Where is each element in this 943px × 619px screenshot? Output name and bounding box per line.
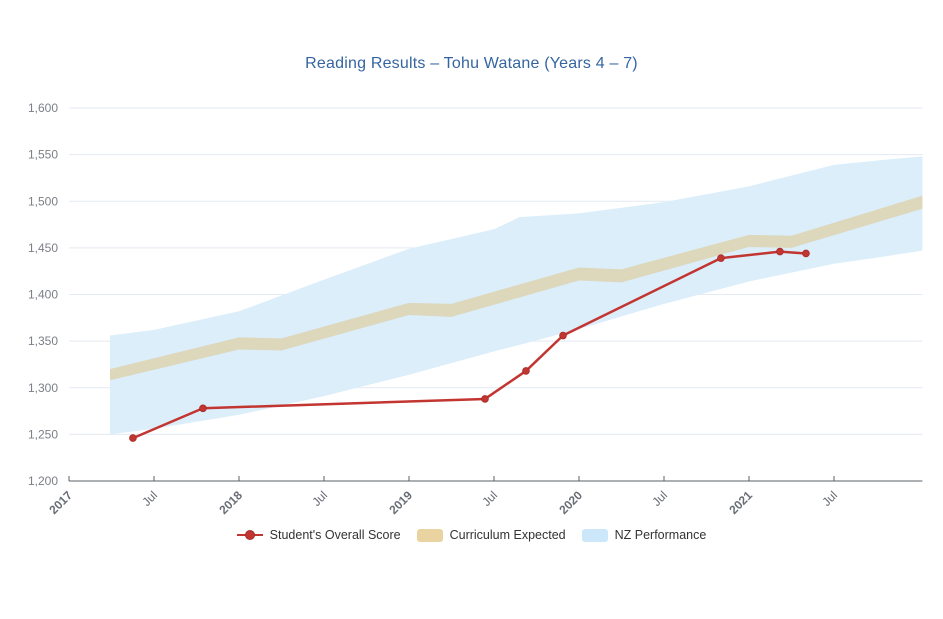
legend-item-nz-performance[interactable]: NZ Performance: [581, 528, 707, 542]
x-axis-tick-label: 2020: [556, 488, 585, 517]
y-axis-tick-label: 1,250: [28, 427, 58, 441]
data-point-3[interactable]: [481, 395, 489, 403]
legend-label: Student's Overall Score: [269, 528, 401, 542]
y-axis-tick-label: 1,350: [28, 334, 58, 348]
x-axis-tick-label: Jul: [819, 488, 840, 509]
student-overall-score-line-dot-marker: [236, 530, 263, 540]
reading-results-chart[interactable]: 1,200 1,250 1,300 1,350 1,400 1,450 1,500 1,550…: [0, 0, 943, 560]
chart-legend: Student's Overall Score Curriculum Expect…: [0, 528, 943, 542]
x-axis-tick-label: 2018: [216, 488, 245, 517]
legend-item-curriculum-expected[interactable]: Curriculum Expected: [416, 528, 566, 542]
data-point-4[interactable]: [522, 367, 530, 375]
y-axis-tick-label: 1,300: [28, 381, 58, 395]
legend-label: Curriculum Expected: [449, 528, 566, 542]
legend-item-student-overall-score[interactable]: Student's Overall Score: [236, 528, 401, 542]
data-point-6[interactable]: [717, 254, 725, 262]
nz-performance-swatch: [581, 528, 608, 542]
legend-label: NZ Performance: [614, 528, 707, 542]
data-point-1[interactable]: [129, 434, 137, 442]
y-axis-tick-label: 1,200: [28, 474, 58, 488]
x-axis-tick-label: Jul: [649, 488, 670, 509]
x-axis-tick-label: Jul: [479, 488, 500, 509]
x-axis-tick-label: Jul: [309, 488, 330, 509]
curriculum-expected-band: [109, 195, 923, 381]
page-title: Reading Results – Tohu Watane (Years 4 –…: [305, 55, 638, 72]
x-axis-tick-label: 2021: [726, 488, 755, 517]
y-axis-tick-label: 1,450: [28, 241, 58, 255]
data-point-8[interactable]: [802, 249, 810, 258]
x-axis-tick-label: 2017: [46, 488, 75, 517]
x-axis-tick-label: 2019: [386, 488, 415, 517]
x-axis-tick-label: Jul: [139, 488, 160, 509]
curriculum-expected-swatch: [416, 528, 443, 542]
data-point-5[interactable]: [559, 331, 567, 340]
student-overall-score-line: [132, 250, 807, 440]
y-axis-tick-label: 1,550: [28, 148, 58, 162]
y-axis-tick-label: 1,400: [28, 288, 58, 302]
data-point-7[interactable]: [776, 247, 784, 256]
data-point-2[interactable]: [199, 404, 207, 413]
y-axis-tick-label: 1,600: [28, 101, 58, 115]
y-axis-tick-label: 1,500: [28, 194, 58, 208]
